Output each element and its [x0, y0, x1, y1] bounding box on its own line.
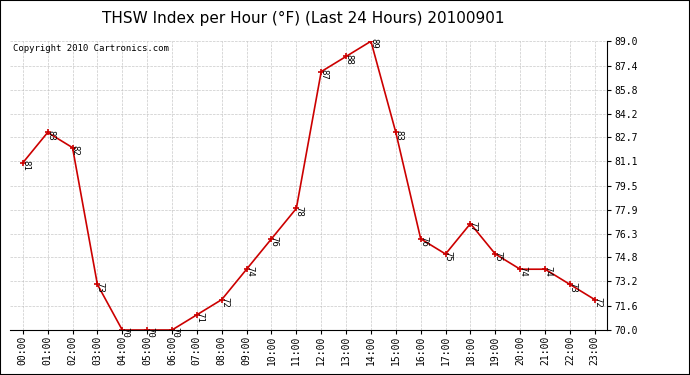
- Text: 73: 73: [568, 282, 577, 292]
- Text: 73: 73: [96, 282, 105, 292]
- Text: 72: 72: [220, 297, 229, 307]
- Text: 88: 88: [344, 54, 353, 64]
- Text: 76: 76: [270, 236, 279, 247]
- Text: 81: 81: [21, 160, 30, 171]
- Text: 71: 71: [195, 312, 204, 323]
- Text: 74: 74: [518, 266, 527, 277]
- Text: 75: 75: [444, 251, 453, 262]
- Text: 72: 72: [593, 297, 602, 307]
- Text: 74: 74: [245, 266, 254, 277]
- Text: 70: 70: [170, 327, 179, 338]
- Text: 89: 89: [369, 39, 378, 49]
- Text: 82: 82: [71, 145, 80, 156]
- Text: 83: 83: [394, 130, 403, 140]
- Text: 70: 70: [146, 327, 155, 338]
- Text: 76: 76: [419, 236, 428, 247]
- Text: THSW Index per Hour (°F) (Last 24 Hours) 20100901: THSW Index per Hour (°F) (Last 24 Hours)…: [102, 11, 505, 26]
- Text: 75: 75: [493, 251, 502, 262]
- Text: 74: 74: [543, 266, 552, 277]
- Text: 77: 77: [469, 221, 477, 232]
- Text: Copyright 2010 Cartronics.com: Copyright 2010 Cartronics.com: [13, 44, 169, 53]
- Text: 70: 70: [121, 327, 130, 338]
- Text: 87: 87: [319, 69, 328, 80]
- Text: 78: 78: [295, 206, 304, 216]
- Text: 83: 83: [46, 130, 55, 140]
